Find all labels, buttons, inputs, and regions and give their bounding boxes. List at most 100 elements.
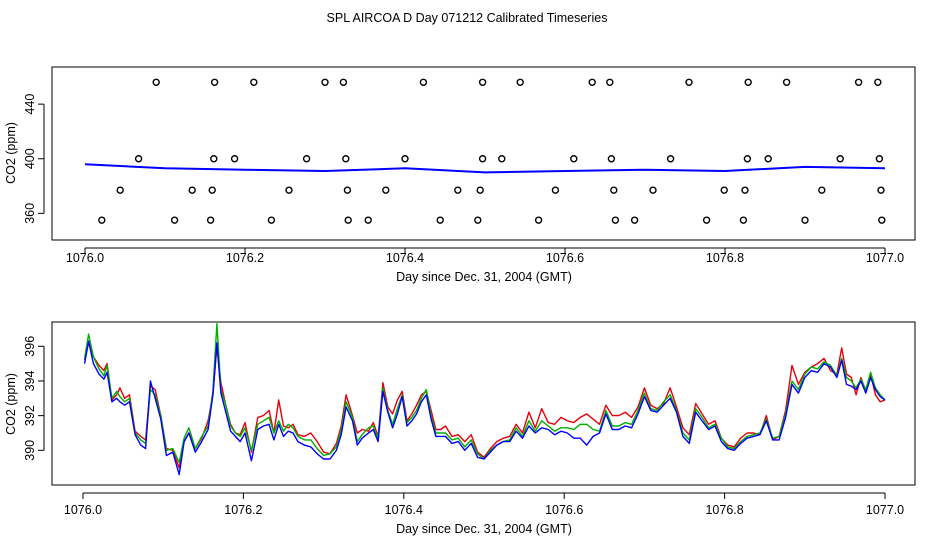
- calibration-point: [343, 186, 352, 194]
- calibration-point: [818, 186, 826, 194]
- y-tick-label: 392: [23, 405, 37, 426]
- x-tick-label: 1076.0: [66, 251, 104, 265]
- calibration-point: [534, 216, 543, 224]
- calibration-point: [782, 78, 791, 86]
- bottom-x-axis: 1076.0 1076.2 1076.4 1076.6 1076.8 1077.0: [64, 492, 904, 517]
- calibration-point: [342, 155, 350, 163]
- x-tick-label: 1077.0: [866, 503, 904, 517]
- y-tick-label: 440: [23, 94, 37, 115]
- calibration-point: [476, 186, 484, 194]
- series-line-red: [83, 342, 886, 469]
- bottom-y-axis: 390 392 394 396: [23, 336, 45, 461]
- top-y-axis-label: CO2 (ppm): [4, 122, 18, 184]
- calibration-point: [206, 216, 215, 224]
- calibration-point: [570, 155, 578, 163]
- x-tick-label: 1077.0: [866, 251, 904, 265]
- y-tick-label: 394: [23, 370, 37, 391]
- bottom-y-axis-label: CO2 (ppm): [4, 373, 18, 435]
- calibration-point: [764, 155, 772, 163]
- calibration-point: [702, 216, 711, 224]
- calibration-point: [436, 216, 444, 224]
- calibration-point: [267, 216, 276, 224]
- calibration-point: [744, 78, 752, 86]
- series-line-blue: [84, 163, 886, 174]
- calibration-point: [208, 186, 216, 194]
- calibration-point: [649, 186, 657, 194]
- calibration-point: [630, 216, 639, 224]
- calibration-point: [874, 78, 882, 86]
- calibration-point: [720, 186, 728, 194]
- calibration-point: [606, 78, 614, 86]
- calibration-point: [454, 186, 462, 194]
- calibration-point: [382, 186, 390, 194]
- calibration-point: [170, 216, 179, 224]
- calibration-point: [401, 155, 409, 163]
- y-tick-label: 400: [23, 148, 37, 169]
- y-tick-label: 360: [23, 203, 37, 224]
- x-tick-label: 1076.8: [706, 251, 744, 265]
- calibration-point: [551, 186, 560, 194]
- calibration-point: [878, 216, 886, 224]
- calibration-point: [285, 186, 293, 194]
- calibration-point: [685, 78, 693, 86]
- calibration-point: [321, 78, 329, 86]
- x-tick-label: 1076.6: [546, 251, 584, 265]
- y-tick-label: 396: [23, 336, 37, 357]
- calibration-point: [666, 155, 675, 163]
- calibration-point: [302, 155, 311, 163]
- calibration-point: [134, 155, 143, 163]
- top-x-axis: 1076.0 1076.2 1076.4 1076.6 1076.8 1077.0: [66, 247, 904, 265]
- top-x-axis-label: Day since Dec. 31, 2004 (GMT): [396, 270, 572, 284]
- calibration-point: [230, 155, 239, 163]
- series-line-green: [83, 323, 886, 464]
- calibration-point: [116, 186, 124, 194]
- top-panel: 360 400 440 1076.0 1076.2 1076.4 1076.6 1076.8…: [4, 66, 916, 284]
- calibration-point: [478, 155, 487, 163]
- calibration-point: [188, 186, 196, 194]
- bottom-plot-frame: [51, 321, 916, 486]
- calibration-point: [344, 216, 352, 224]
- calibration-point: [498, 155, 506, 163]
- x-tick-label: 1076.4: [386, 251, 424, 265]
- bottom-series: [83, 323, 886, 476]
- y-tick-label: 390: [23, 440, 37, 461]
- x-tick-label: 1076.6: [545, 503, 583, 517]
- calibration-point: [743, 155, 752, 163]
- calibration-point: [739, 216, 748, 224]
- x-tick-label: 1076.0: [64, 503, 102, 517]
- top-series: [84, 163, 886, 174]
- calibration-point: [478, 78, 487, 86]
- calibration-point: [836, 155, 844, 163]
- bottom-x-axis-label: Day since Dec. 31, 2004 (GMT): [396, 522, 572, 536]
- x-tick-label: 1076.2: [226, 251, 264, 265]
- series-line-blue: [83, 340, 886, 476]
- calibration-point: [339, 78, 348, 86]
- calibration-point: [250, 78, 258, 86]
- top-calibration-points: [98, 78, 886, 224]
- calibration-point: [741, 186, 749, 194]
- figure-title: SPL AIRCOA D Day 071212 Calibrated Times…: [327, 11, 608, 25]
- calibration-point: [210, 78, 219, 86]
- x-tick-label: 1076.2: [224, 503, 262, 517]
- calibration-point: [98, 216, 106, 224]
- calibration-point: [419, 78, 428, 86]
- calibration-point: [152, 78, 160, 86]
- calibration-point: [364, 216, 372, 224]
- calibration-point: [875, 155, 884, 163]
- calibration-point: [801, 216, 809, 224]
- calibration-point: [611, 216, 620, 224]
- top-y-axis: 360 400 440: [23, 94, 45, 224]
- calibration-point: [610, 186, 618, 194]
- calibration-point: [474, 216, 482, 224]
- x-tick-label: 1076.8: [705, 503, 743, 517]
- calibration-point: [516, 78, 524, 86]
- calibration-point: [588, 78, 596, 86]
- calibration-point: [210, 155, 218, 163]
- calibration-point: [607, 155, 616, 163]
- calibration-point: [877, 186, 885, 194]
- x-tick-label: 1076.4: [385, 503, 423, 517]
- top-plot-frame: [51, 66, 916, 241]
